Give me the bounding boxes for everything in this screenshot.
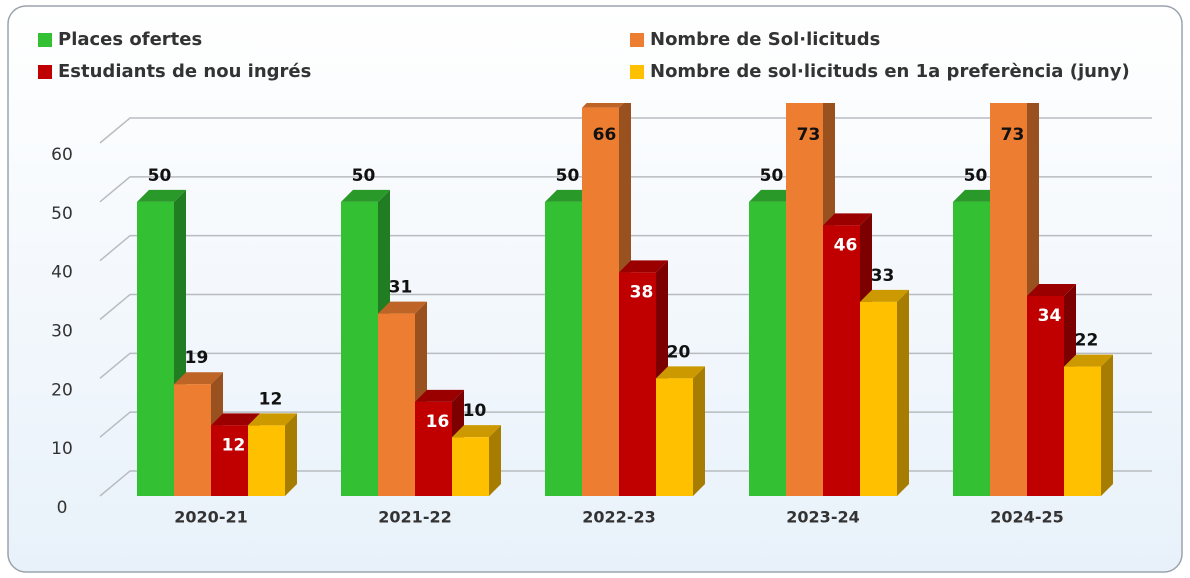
y-tick-label: 0 [57, 498, 68, 518]
y-tick-label: 30 [51, 322, 73, 342]
bar-top [415, 389, 464, 402]
data-label: 66 [593, 125, 617, 145]
data-label: 73 [1001, 125, 1025, 145]
y-tick-label: 40 [51, 263, 73, 283]
data-label: 10 [463, 401, 487, 421]
bar-front [452, 437, 489, 496]
bar-side [1101, 354, 1113, 496]
x-tick-label: 2020-21 [174, 508, 247, 527]
y-tick-label: 10 [51, 439, 73, 459]
legend-swatch [630, 65, 644, 79]
bar-front [953, 201, 990, 497]
bar-front [860, 301, 897, 496]
bar-top [619, 260, 668, 273]
bar-front [248, 425, 285, 496]
bar-front [582, 107, 619, 496]
data-label: 20 [667, 342, 691, 362]
bar-top [452, 425, 501, 438]
bar-front [341, 201, 378, 497]
bar-side [285, 413, 297, 496]
bar-top [341, 189, 390, 202]
y-tick-label: 60 [51, 145, 73, 165]
data-label: 50 [760, 166, 784, 186]
bar-front [1027, 295, 1064, 496]
bar [860, 289, 909, 496]
bar-top [378, 301, 427, 314]
bar-front [1064, 366, 1101, 496]
data-label: 50 [556, 166, 580, 186]
bar-top [953, 189, 1002, 202]
bar-top [545, 189, 594, 202]
legend-label: Estudiants de nou ingrés [58, 61, 311, 82]
data-label: 38 [630, 282, 654, 302]
bar [452, 425, 501, 496]
bar-top [749, 189, 798, 202]
data-label: 50 [148, 166, 172, 186]
bar-top [1027, 283, 1076, 296]
bar [656, 366, 705, 496]
x-tick-label: 2022-23 [582, 508, 655, 527]
data-label: 22 [1075, 331, 1099, 351]
data-label: 16 [426, 412, 450, 432]
bar-side [693, 366, 705, 496]
bar-side [897, 289, 909, 496]
bar-front [656, 378, 693, 496]
data-label: 12 [222, 435, 246, 455]
x-tick-label: 2024-25 [990, 508, 1063, 527]
legend-label: Places ofertes [58, 29, 202, 50]
bar-front [211, 425, 248, 496]
bar-front [137, 201, 174, 497]
bar-top [582, 103, 624, 108]
legend-label: Nombre de Sol·licituds [650, 29, 880, 50]
bar-top [248, 413, 297, 426]
data-label: 31 [389, 278, 413, 298]
bar-front [378, 313, 415, 496]
data-label: 19 [185, 348, 209, 368]
data-label: 73 [797, 125, 821, 145]
bar-front [749, 201, 786, 497]
bar-top [823, 213, 872, 226]
legend-swatch [38, 33, 52, 47]
bar-front [174, 384, 211, 496]
data-label: 46 [834, 235, 858, 255]
bar-top [211, 413, 260, 426]
y-tick-label: 50 [51, 204, 73, 224]
x-tick-label: 2021-22 [378, 508, 451, 527]
legend-label: Nombre de sol·licituds en 1a preferència… [650, 61, 1130, 82]
bar-front [545, 201, 582, 497]
bar [786, 103, 835, 497]
bar-front [823, 225, 860, 496]
bar-top [656, 366, 705, 379]
bar-front [786, 103, 823, 497]
data-label: 34 [1038, 306, 1062, 326]
bar-top [137, 189, 186, 202]
bar [248, 413, 297, 496]
bar [1064, 354, 1113, 496]
y-tick-label: 20 [51, 380, 73, 400]
bar-side [489, 425, 501, 496]
x-tick-label: 2023-24 [786, 508, 859, 527]
data-label: 12 [259, 389, 283, 409]
data-label: 33 [871, 266, 895, 286]
data-label: 50 [352, 166, 376, 186]
bar-front [619, 272, 656, 496]
legend-swatch [630, 33, 644, 47]
legend-swatch [38, 65, 52, 79]
bar-front [990, 103, 1027, 497]
bar-top [860, 289, 909, 302]
bar-top [1064, 354, 1113, 367]
data-label: 50 [964, 166, 988, 186]
bar-top [174, 372, 223, 385]
bar-front [415, 401, 452, 496]
